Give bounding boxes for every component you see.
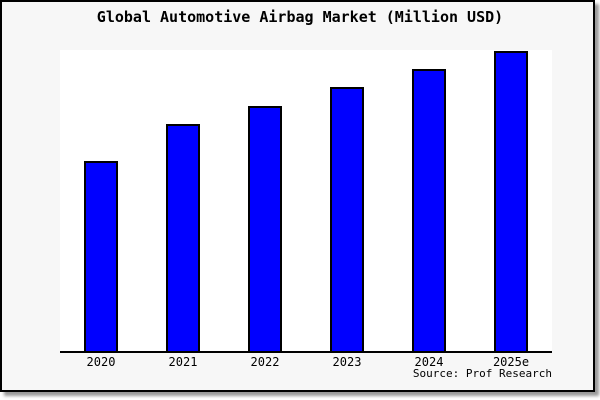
- bar-2023: [330, 87, 364, 351]
- bar-slot-2021: [142, 50, 224, 351]
- bar-2022: [248, 106, 282, 351]
- x-tick-label-2022: 2022: [250, 355, 280, 369]
- source-credit: Source: Prof Research: [412, 367, 552, 380]
- x-tick-label-2020: 2020: [86, 355, 116, 369]
- x-tick-label-2021: 2021: [168, 355, 198, 369]
- x-tick-label-2023: 2023: [332, 355, 362, 369]
- bar-2024: [412, 69, 446, 351]
- x-axis-labels: 2020 2021 2022 2023 2024 2025e: [60, 355, 552, 369]
- x-tick-label-2025e: 2025e: [492, 355, 530, 369]
- bar-slot-2023: [306, 50, 388, 351]
- bar-slot-2025e: [470, 50, 552, 351]
- bar-2021: [166, 124, 200, 351]
- bar-slot-2022: [224, 50, 306, 351]
- chart-title: Global Automotive Airbag Market (Million…: [96, 8, 504, 26]
- bar-slot-2020: [60, 50, 142, 351]
- bar-series: [60, 50, 552, 351]
- bar-2020: [84, 161, 118, 351]
- plot-area: [60, 50, 552, 353]
- bar-slot-2024: [388, 50, 470, 351]
- bar-2025e: [494, 51, 528, 351]
- x-tick-label-2024: 2024: [414, 355, 444, 369]
